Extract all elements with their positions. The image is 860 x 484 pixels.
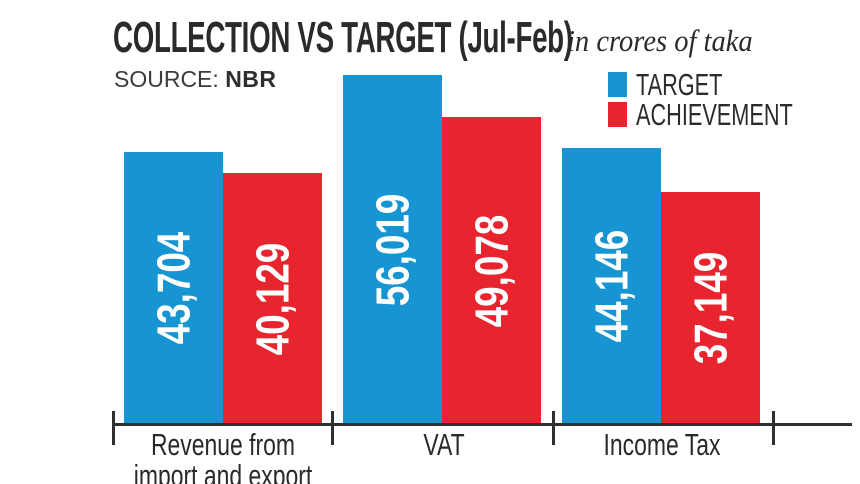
category-label-line: Revenue from — [150, 427, 296, 462]
bar-target-incometax: 44,146 — [562, 148, 661, 424]
legend-item-target: TARGET — [608, 67, 759, 102]
bar-target-revenue: 43,704 — [124, 152, 223, 424]
chart-subtitle: in crores of taka — [567, 23, 753, 58]
category-label-vat: VAT — [314, 429, 574, 460]
category-label-incometax: Income Tax — [532, 429, 792, 460]
bar-achievement-vat: 49,078 — [442, 117, 541, 424]
bar-value-target-revenue: 43,704 — [147, 231, 200, 345]
bar-value-achievement-incometax: 37,149 — [684, 251, 737, 365]
axis-tick — [112, 411, 115, 445]
legend-swatch-target — [608, 72, 627, 97]
bar-value-achievement-vat: 49,078 — [465, 214, 518, 327]
bar-value-target-incometax: 44,146 — [585, 229, 638, 343]
chart-title: COLLECTION VS TARGET (Jul-Feb) — [113, 13, 573, 62]
bar-achievement-revenue: 40,129 — [223, 173, 322, 424]
bar-achievement-incometax: 37,149 — [661, 192, 760, 424]
legend-item-achievement: ACHIEVEMENT — [608, 97, 860, 132]
source-line: SOURCE: NBR — [114, 66, 277, 92]
bar-value-target-vat: 56,019 — [366, 193, 419, 306]
category-label-revenue: Revenue from import and export — [93, 429, 353, 484]
category-label-line: Income Tax — [603, 427, 721, 462]
bar-target-vat: 56,019 — [343, 75, 442, 424]
category-label-line: import and export — [133, 458, 313, 484]
legend-swatch-achievement — [608, 102, 627, 127]
axis-tick — [331, 411, 334, 445]
source-value: NBR — [225, 66, 277, 92]
x-axis-baseline — [112, 423, 852, 426]
bar-value-achievement-revenue: 40,129 — [246, 242, 299, 355]
axis-tick — [772, 411, 775, 445]
legend-label-achievement: ACHIEVEMENT — [636, 97, 793, 132]
source-label: SOURCE: — [114, 66, 219, 92]
category-label-line: VAT — [423, 427, 465, 462]
legend-label-target: TARGET — [636, 67, 723, 102]
axis-tick — [552, 411, 555, 445]
